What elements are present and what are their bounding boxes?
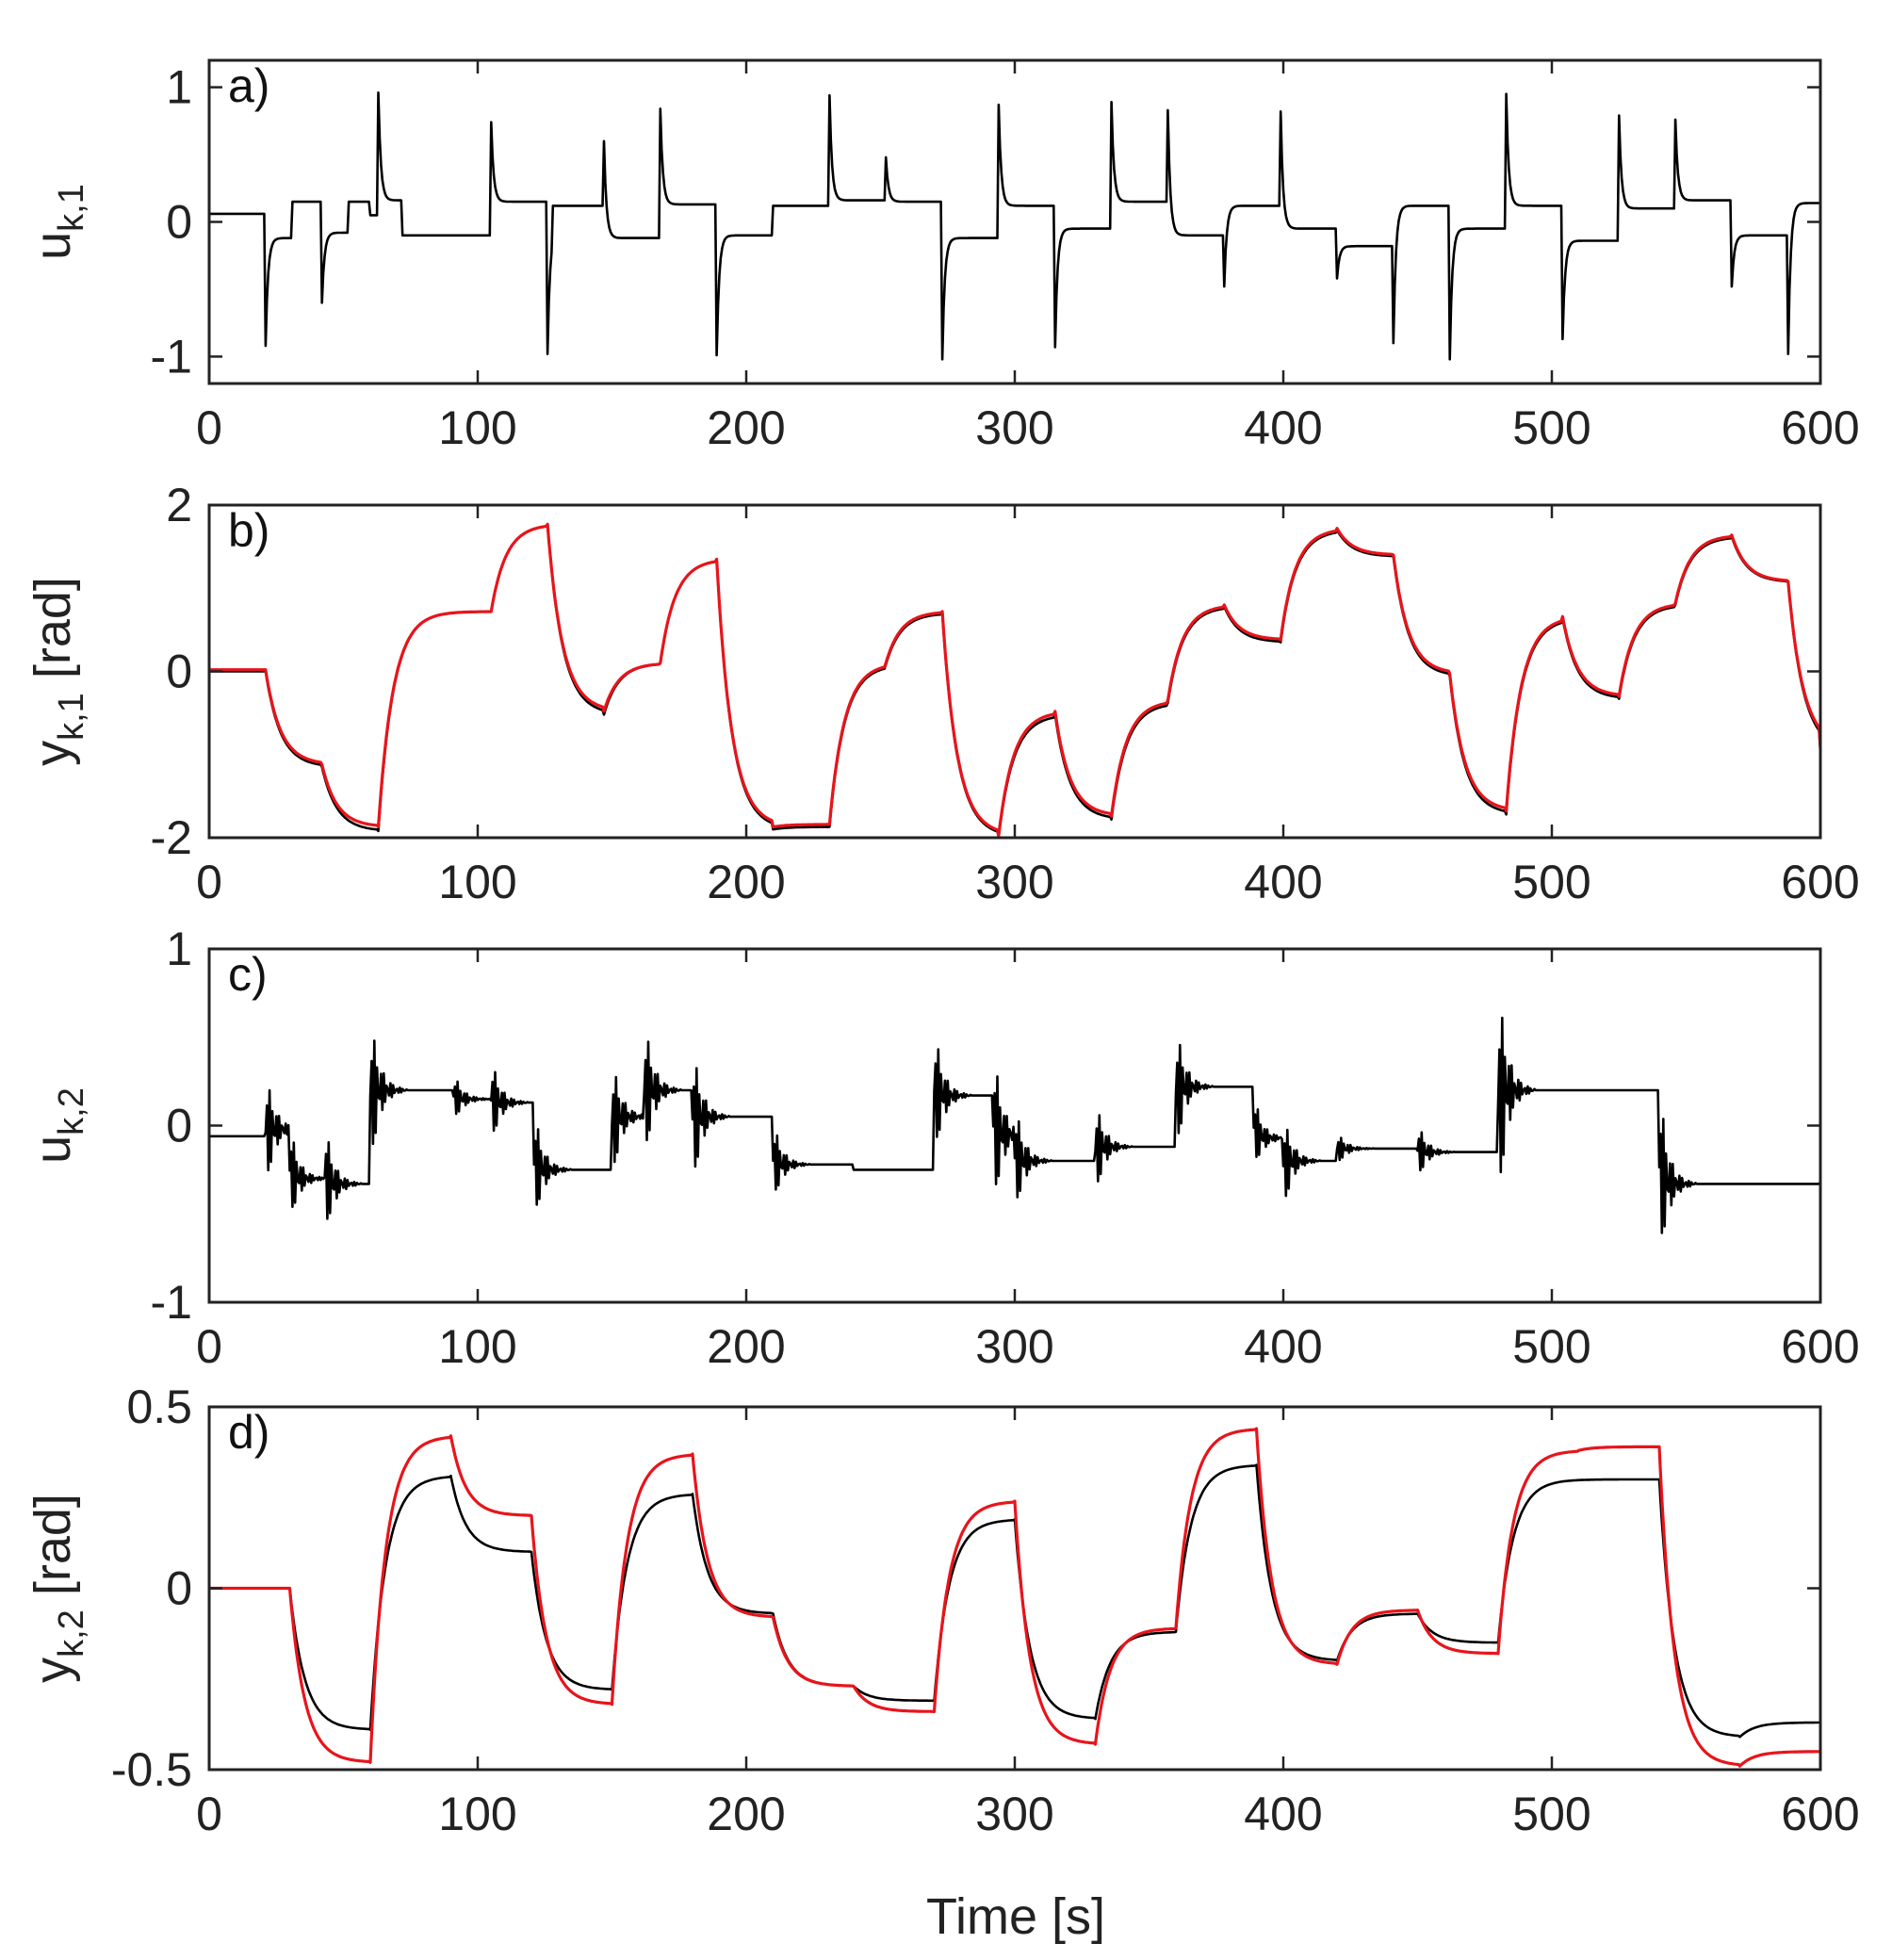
series-line-measured: [209, 523, 1820, 838]
chart-panels: 0 100 200 300 400 500 600-101 a)uk,10 100 200 300 4…: [24, 58, 1860, 1840]
x-tick-label: 600: [1781, 401, 1859, 454]
panel-label: c): [228, 948, 268, 1001]
y-tick-label: 1: [166, 61, 192, 114]
series-line-model: [209, 522, 1820, 837]
x-tick-label: 300: [975, 856, 1053, 908]
axes-frame: [207, 58, 1822, 385]
x-tick-label: 200: [707, 1788, 785, 1840]
x-tick-label: 600: [1781, 856, 1859, 908]
series-line-u-k-2: [209, 1016, 1820, 1234]
axes-frame: [207, 947, 1822, 1304]
series-line-model: [209, 1427, 1820, 1768]
x-tick-label: 600: [1781, 1788, 1859, 1840]
x-axis-label: Time [s]: [926, 1888, 1105, 1945]
y-tick-label: 1: [166, 923, 192, 975]
y-tick-label: 0: [166, 196, 192, 249]
panel-label: d): [228, 1406, 269, 1459]
x-tick-label: 200: [707, 1320, 785, 1373]
y-axis-label: uk,1: [24, 184, 91, 260]
y-tick-label: 0: [166, 1100, 192, 1152]
x-tick-label: 500: [1512, 1320, 1590, 1373]
x-tick-label: 400: [1244, 856, 1322, 908]
x-tick-label: 300: [975, 401, 1053, 454]
x-tick-label: 400: [1244, 1320, 1322, 1373]
y-tick-label: -1: [151, 1276, 192, 1329]
y-tick-label: 0.5: [126, 1380, 192, 1433]
x-tick-label: 100: [438, 401, 516, 454]
series-line-u-k-1: [209, 91, 1820, 361]
y-tick-label: -1: [151, 330, 192, 383]
x-tick-label: 400: [1244, 1788, 1322, 1840]
plot-area: [209, 1016, 1820, 1234]
x-tick-label: 500: [1512, 401, 1590, 454]
x-tick-label: 400: [1244, 401, 1322, 454]
x-tick-label: 200: [707, 401, 785, 454]
x-tick-label: 500: [1512, 1788, 1590, 1840]
panel-label: b): [228, 504, 269, 557]
panel-b: 0 100 200 300 400 500 600-202 b)yk,1 [rad]: [24, 479, 1860, 908]
x-tick-label: 100: [438, 1788, 516, 1840]
y-tick-label: 2: [166, 479, 192, 531]
x-tick-label: 300: [975, 1788, 1053, 1840]
y-tick-label: 0: [166, 1562, 192, 1615]
x-tick-label: 0: [196, 1320, 222, 1373]
y-tick-label: 0: [166, 645, 192, 698]
axes-frame: [207, 1405, 1822, 1772]
panel-c: 0 100 200 300 400 500 600-101 c)uk,2: [24, 923, 1860, 1373]
panel-a: 0 100 200 300 400 500 600-101 a)uk,1: [24, 58, 1860, 454]
plot-area: [209, 522, 1820, 838]
panel-label: a): [228, 59, 269, 112]
y-axis-label: yk,1 [rad]: [24, 577, 91, 766]
plot-area: [209, 91, 1820, 361]
x-tick-label: 0: [196, 401, 222, 454]
plot-area: [209, 1427, 1820, 1768]
y-axis-label: uk,2: [24, 1087, 91, 1164]
x-tick-label: 600: [1781, 1320, 1859, 1373]
y-axis-label: yk,2 [rad]: [24, 1494, 91, 1683]
y-tick-label: -0.5: [111, 1743, 192, 1796]
x-tick-label: 300: [975, 1320, 1053, 1373]
panel-d: 0 100 200 300 400 500 600-0.500.5 d)yk,2 [rad]: [24, 1380, 1860, 1840]
x-tick-label: 100: [438, 1320, 516, 1373]
y-tick-label: -2: [151, 811, 192, 864]
x-tick-label: 500: [1512, 856, 1590, 908]
x-tick-label: 100: [438, 856, 516, 908]
x-tick-label: 0: [196, 856, 222, 908]
x-tick-label: 0: [196, 1788, 222, 1840]
x-tick-label: 200: [707, 856, 785, 908]
